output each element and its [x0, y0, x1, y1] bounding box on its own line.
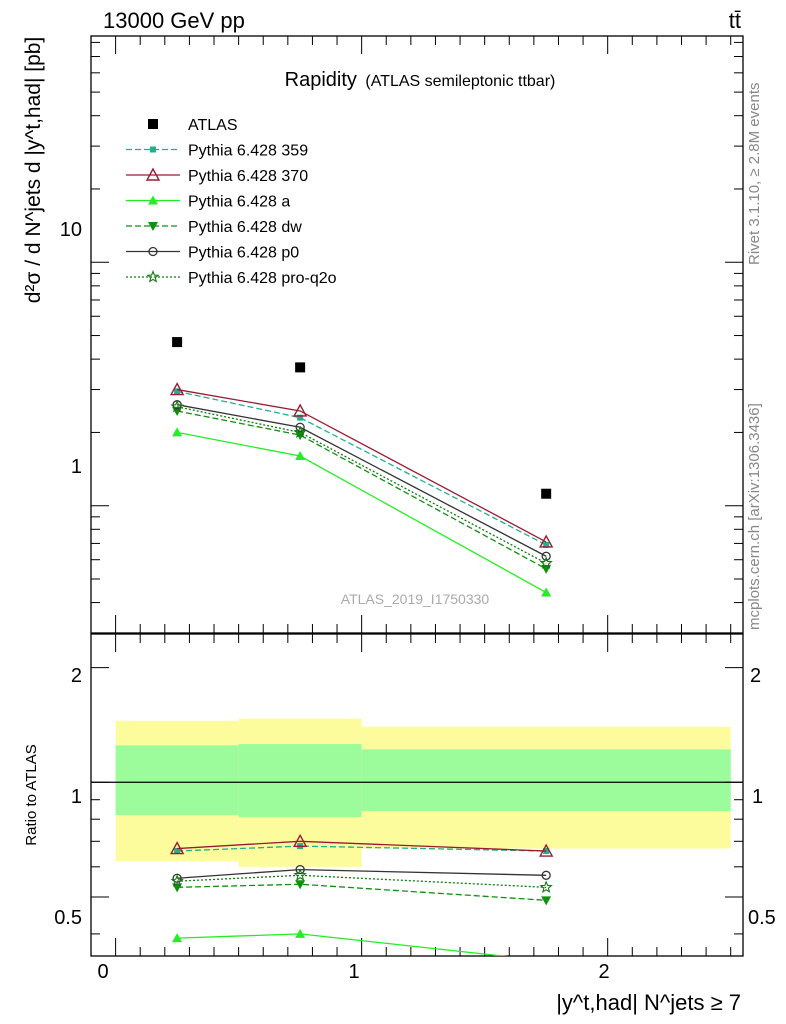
x-axis-title: |y^t,had| N^jets ≥ 7: [556, 990, 741, 1015]
atlas-data-point: [541, 488, 552, 499]
ratio-band-inner: [115, 745, 239, 816]
series-3-ratio-line: [177, 883, 547, 901]
series-1-point: [169, 382, 185, 396]
ratio-y-tick-label-0-5-right: 0.5: [748, 907, 776, 929]
y-axis-title-main: d²σ / d N^jets d |y^t,had| [pb]: [22, 37, 45, 304]
legend-marker: [148, 195, 158, 205]
series-4-ratio-line: [177, 868, 547, 879]
series-2-ratio-point: [172, 933, 183, 943]
series-2-point: [295, 451, 306, 461]
series-1-line: [176, 388, 547, 543]
ratio-y-tick-label-1-right: 1: [752, 786, 763, 808]
ratio-plot-frame: [90, 633, 744, 957]
y-tick-label-10: 10: [60, 219, 82, 241]
legend-label: Pythia 6.428 370: [188, 168, 308, 185]
y-tick-label-1: 1: [71, 456, 82, 478]
ratio-y-tick-label-2: 2: [71, 665, 82, 687]
chart-title-group: Rapidity (ATLAS semileptonic ttbar): [285, 69, 556, 91]
series-1-ratio-point: [169, 841, 185, 855]
legend-label: ATLAS: [188, 117, 238, 134]
series-0-ratio-point: [174, 848, 181, 855]
ratio-y-tick-label-2-right: 2: [750, 665, 761, 687]
legend-marker: [148, 246, 158, 257]
series-4-point: [541, 551, 551, 561]
chart-title: Rapidity: [285, 69, 357, 91]
legend-marker: [148, 222, 158, 231]
atlas-data-point: [295, 362, 306, 373]
ratio-band-inner: [361, 749, 731, 812]
series-3-ratio-point: [541, 896, 552, 906]
legend-label: Pythia 6.428 359: [188, 143, 308, 160]
legend-marker: [146, 270, 160, 283]
series-4-ratio-point: [541, 870, 551, 880]
series-5-point: [170, 399, 184, 413]
main-plot-series: [169, 337, 554, 597]
series-2-point: [541, 587, 552, 597]
x-tick-label-0: 0: [97, 961, 108, 983]
rivet-version-label: Rivet 3.1.10, ≥ 2.8M events: [746, 83, 763, 266]
legend-marker: [150, 146, 156, 153]
series-5-ratio-point: [539, 880, 553, 893]
series-2-point: [172, 427, 183, 437]
mcplots-label: mcplots.cern.ch [arXiv:1306.3436]: [746, 403, 763, 630]
series-5-ratio-point: [293, 868, 307, 881]
x-tick-label-2: 2: [598, 961, 609, 983]
ratio-y-tick-label-1: 1: [71, 786, 82, 808]
series-1-point: [292, 403, 308, 417]
ratio-y-tick-label-0-5: 0.5: [54, 907, 82, 929]
header-right-label: tt̄: [729, 8, 741, 33]
ratio-uncertainty-bands: [91, 718, 743, 867]
series-5-point: [539, 556, 553, 569]
series-5-ratio-point: [170, 874, 184, 887]
legend-label: Pythia 6.428 dw: [188, 219, 302, 236]
series-0-line: [176, 390, 547, 546]
series-1-ratio-point: [538, 843, 554, 857]
series-3-line: [176, 410, 547, 570]
analysis-tag: ATLAS_2019_I1750330: [341, 591, 490, 607]
series-5-point: [293, 425, 307, 439]
x-tick-label-1: 1: [348, 961, 359, 983]
series-5-line: [176, 406, 547, 564]
ratio-plot-series: [169, 833, 554, 956]
legend-label: Pythia 6.428 a: [188, 194, 290, 211]
series-0-point: [297, 414, 304, 421]
series-2-ratio-point: [295, 928, 306, 938]
legend-marker: [145, 167, 161, 181]
legend-label: Pythia 6.428 p0: [188, 245, 299, 262]
series-1-ratio-point: [292, 833, 308, 848]
series-0-point: [174, 388, 181, 395]
legend: ATLAS Pythia 6.428 359 Pythia 6.428 370 Pyt…: [126, 117, 337, 287]
series-0-ratio-line: [177, 845, 547, 852]
atlas-data-point: [172, 337, 183, 348]
series-2-ratio-point: [546, 955, 547, 956]
legend-marker: [148, 119, 158, 129]
main-plot-frame: [90, 35, 744, 634]
series-1-point: [538, 534, 554, 548]
series-5-ratio-line: [177, 874, 547, 888]
y-axis-title-ratio: Ratio to ATLAS: [23, 744, 40, 845]
series-3-ratio-point: [295, 880, 306, 890]
legend-label: Pythia 6.428 pro-q2o: [188, 270, 337, 287]
series-0-point: [543, 541, 550, 548]
ratio-band-inner: [238, 744, 362, 818]
series-4-point: [295, 422, 305, 432]
series-1-ratio-line: [177, 840, 547, 852]
series-4-ratio-point: [295, 864, 305, 875]
chart-subtitle: (ATLAS semileptonic ttbar): [365, 73, 555, 90]
axis-ticks: [90, 36, 743, 956]
header-left-label: 13000 GeV pp: [103, 8, 245, 33]
